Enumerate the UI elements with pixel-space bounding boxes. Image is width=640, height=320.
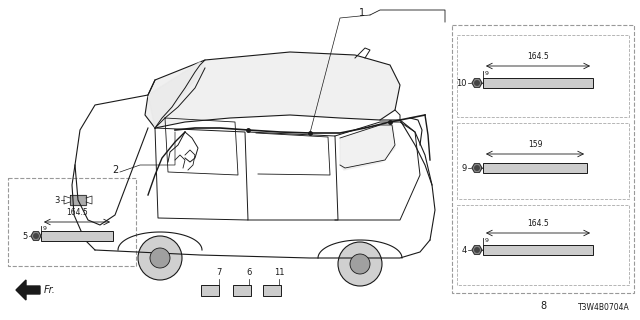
Bar [457,123,629,199]
Bar [263,285,281,296]
Text: T3W4B0704A: T3W4B0704A [579,303,630,312]
Bar [483,245,593,255]
Text: 164.5: 164.5 [527,219,549,228]
Circle shape [475,81,479,85]
Text: 7: 7 [216,268,221,277]
Text: 9: 9 [485,238,489,243]
Text: 9: 9 [461,164,467,172]
Circle shape [34,234,38,238]
Polygon shape [145,52,400,128]
Text: 8: 8 [540,301,546,311]
Bar [483,163,587,173]
Polygon shape [70,195,86,205]
Circle shape [475,248,479,252]
Polygon shape [472,79,482,87]
Bar [233,285,251,296]
Bar [452,25,634,293]
Text: 164.5: 164.5 [66,208,88,217]
Circle shape [338,242,382,286]
Text: 2: 2 [112,165,118,175]
Text: 9: 9 [43,226,47,231]
Polygon shape [472,164,482,172]
Circle shape [138,236,182,280]
Polygon shape [16,280,40,300]
Text: 9: 9 [485,71,489,76]
Text: 164.5: 164.5 [527,52,549,61]
Circle shape [150,248,170,268]
Text: 11: 11 [274,268,284,277]
Bar [201,285,219,296]
Text: 3: 3 [54,196,60,204]
Circle shape [475,166,479,170]
Text: 5: 5 [23,231,28,241]
Polygon shape [31,232,41,240]
Bar [8,178,136,266]
Text: 4: 4 [461,245,467,254]
Bar [457,205,629,285]
Bar [41,231,113,241]
Polygon shape [340,125,395,170]
Polygon shape [472,246,482,254]
Text: 10: 10 [456,78,467,87]
Polygon shape [148,62,205,128]
Text: 6: 6 [246,268,252,277]
Text: 159: 159 [528,140,542,149]
Text: Fr.: Fr. [44,285,56,295]
Text: 1: 1 [359,8,365,18]
Circle shape [350,254,370,274]
Bar [457,35,629,117]
Bar [483,78,593,88]
